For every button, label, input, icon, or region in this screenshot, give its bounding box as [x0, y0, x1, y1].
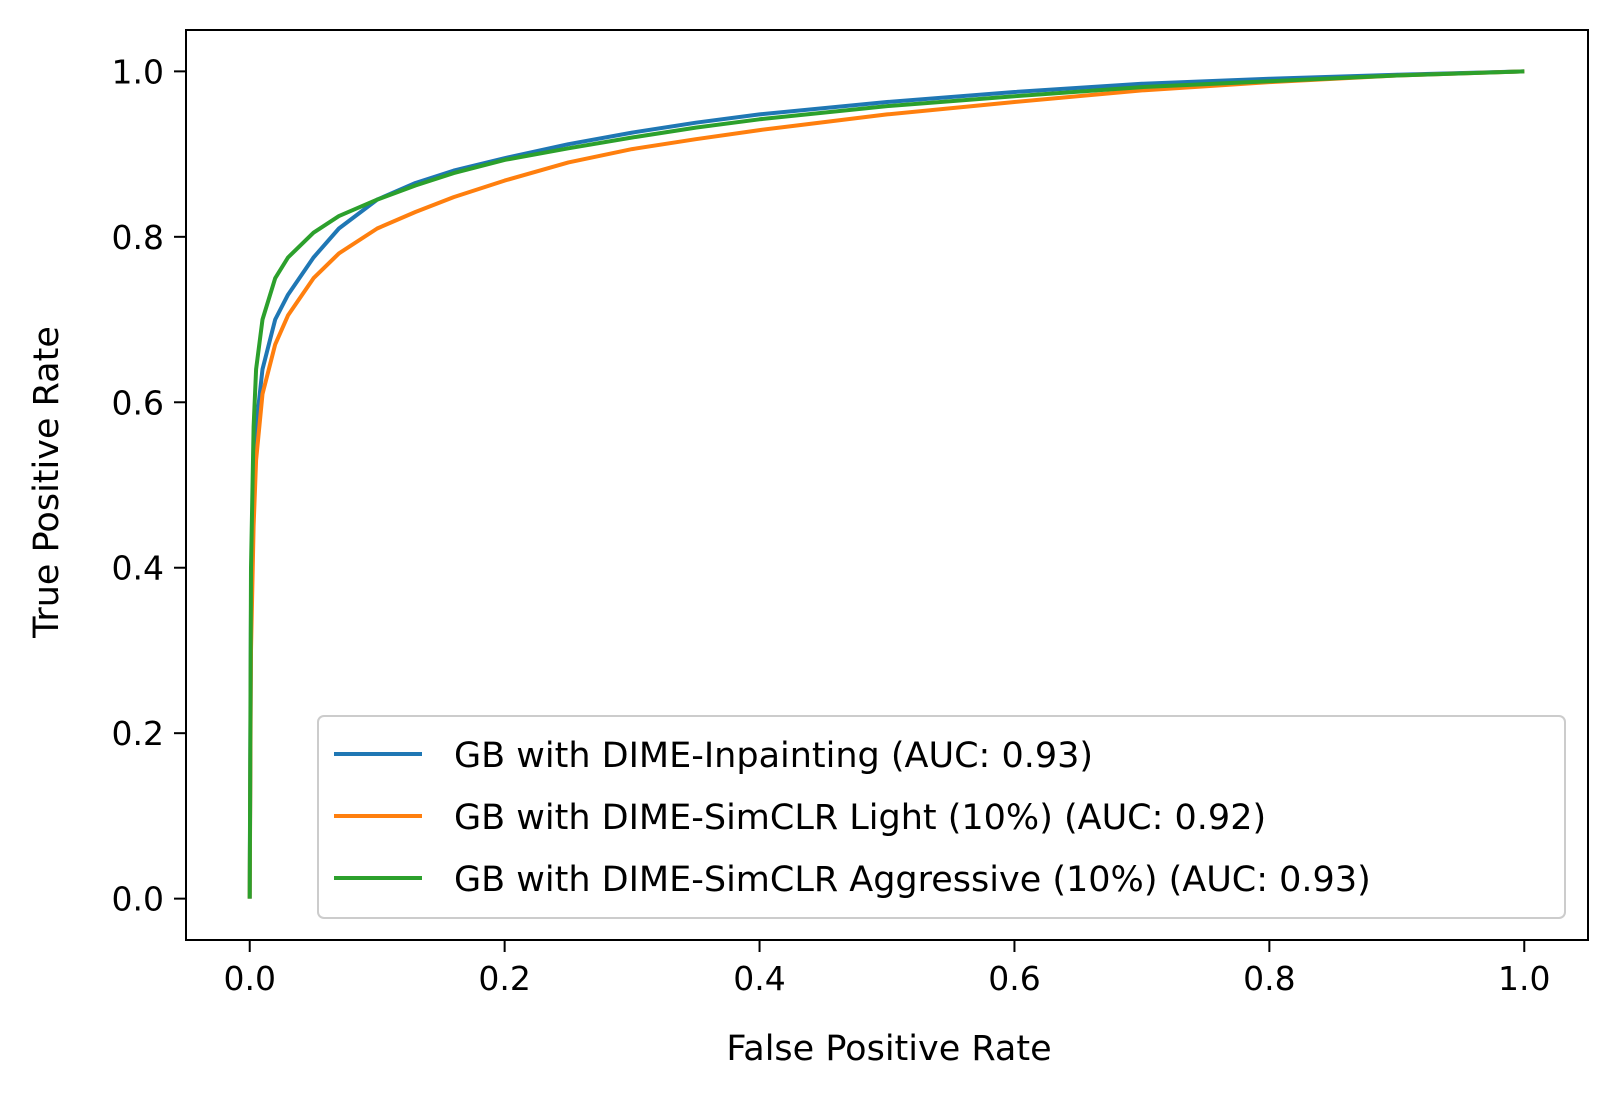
- legend-entry-label: GB with DIME-SimCLR Aggressive (10%) (AU…: [454, 860, 1371, 900]
- y-tick-label: 0.8: [112, 218, 164, 257]
- x-tick-label: 0.8: [1243, 959, 1295, 998]
- x-tick-label: 0.2: [478, 959, 530, 998]
- x-tick-label: 0.4: [733, 959, 785, 998]
- plot-area: [247, 69, 1525, 899]
- y-tick-label: 1.0: [112, 52, 164, 91]
- x-tick-label: 0.6: [988, 959, 1040, 998]
- y-tick-label: 0.6: [112, 383, 164, 422]
- legend-entry-label: GB with DIME-Inpainting (AUC: 0.93): [454, 736, 1093, 776]
- x-axis-ticks: 0.0 0.2 0.4 0.6 0.8 1.0: [223, 940, 1551, 998]
- legend-box: [317, 715, 1566, 919]
- y-tick-label: 0.4: [112, 549, 164, 588]
- series-line-2: [247, 69, 1525, 899]
- legend: GB with DIME-Inpainting (AUC: 0.93) GB wi…: [317, 715, 1566, 919]
- y-axis-label: True Positive Rate: [27, 326, 67, 639]
- y-tick-label: 0.2: [112, 714, 164, 753]
- series-line-3: [247, 69, 1525, 899]
- x-axis-label: False Positive Rate: [726, 1029, 1051, 1069]
- x-tick-label: 0.0: [223, 959, 275, 998]
- legend-entry-label: GB with DIME-SimCLR Light (10%) (AUC: 0.…: [454, 798, 1266, 838]
- plot-frame: [185, 29, 1589, 941]
- series-line-1: [247, 69, 1525, 899]
- y-tick-label: 0.0: [112, 880, 164, 919]
- x-tick-label: 1.0: [1498, 959, 1550, 998]
- y-axis-ticks: 0.0 0.2 0.4 0.6 0.8 1.0: [112, 52, 186, 919]
